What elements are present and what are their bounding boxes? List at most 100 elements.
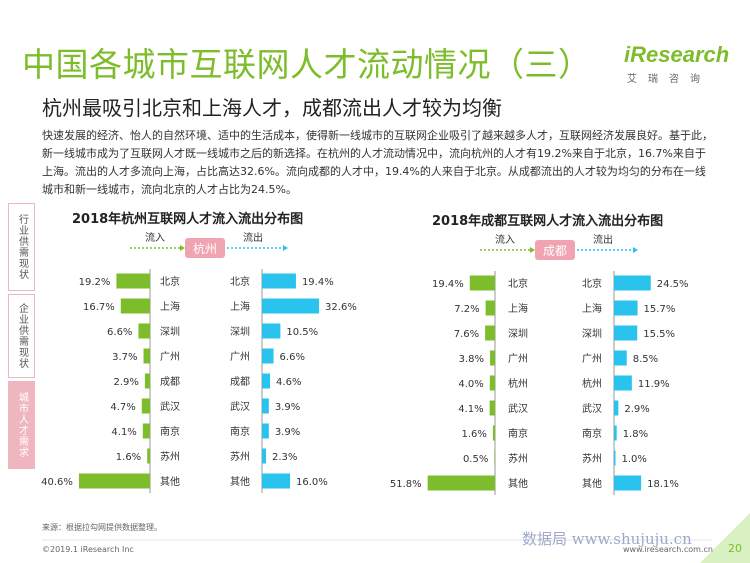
chengdu-inflow-bar <box>489 375 495 391</box>
chengdu-outflow-category: 北京 <box>582 277 602 290</box>
hangzhou-inflow-category: 深圳 <box>160 326 180 338</box>
source-note: 来源：根据拉勾网提供数据整理。 <box>42 523 162 532</box>
chengdu-center-box <box>535 240 575 260</box>
hangzhou-outflow-bar <box>262 373 271 389</box>
chengdu-outflow-bar <box>614 400 619 416</box>
chengdu-outflow-value: 18.1% <box>647 479 679 490</box>
chengdu-inflow-bar <box>494 450 495 466</box>
website: www.iresearch.com.cn <box>623 545 713 554</box>
chengdu-outflow-bar <box>614 325 638 341</box>
hangzhou-inflow-value: 3.7% <box>112 352 137 363</box>
hangzhou-inflow-category: 广州 <box>160 351 180 363</box>
hangzhou-inflow-bar <box>120 298 150 314</box>
watermark: 数据局 www.shujuju.cn <box>522 530 692 548</box>
hangzhou-inflow-label: 流入 <box>145 231 165 244</box>
copyright: ©2019.1 iResearch Inc <box>42 545 134 554</box>
hangzhou-outflow-arrowhead <box>283 245 288 251</box>
hangzhou-inflow-value: 16.7% <box>83 302 115 313</box>
hangzhou-outflow-bar <box>262 273 296 289</box>
hangzhou-outflow-category: 成都 <box>230 376 250 388</box>
hangzhou-inflow-category: 北京 <box>160 275 180 288</box>
chengdu-inflow-value: 7.2% <box>454 304 479 315</box>
chengdu-outflow-value: 11.9% <box>638 379 670 390</box>
hangzhou-inflow-category: 苏州 <box>160 450 180 463</box>
chengdu-outflow-bar <box>614 350 627 366</box>
chengdu-inflow-bar <box>427 475 495 491</box>
sidebar-item-city[interactable]: 城市人才需求 <box>8 381 35 469</box>
chengdu-outflow-category: 上海 <box>582 302 602 315</box>
hangzhou-outflow-value: 32.6% <box>325 302 357 313</box>
chengdu-inflow-category: 上海 <box>508 302 528 315</box>
chengdu-outflow-value: 1.8% <box>623 429 648 440</box>
hangzhou-outflow-category: 南京 <box>230 425 250 438</box>
page-number: 20 <box>728 542 742 555</box>
chengdu-outflow-value: 24.5% <box>657 279 689 290</box>
hangzhou-outflow-value: 10.5% <box>286 327 318 338</box>
hangzhou-center-label: 杭州 <box>193 241 217 256</box>
hangzhou-inflow-bar <box>143 348 150 364</box>
chengdu-inflow-bar <box>485 325 495 341</box>
sidebar-item-enterprise[interactable]: 企业供需现状 <box>8 294 35 378</box>
chengdu-inflow-value: 51.8% <box>390 479 422 490</box>
hangzhou-outflow-category: 深圳 <box>230 326 250 338</box>
hangzhou-center-box <box>185 238 225 258</box>
hangzhou-outflow-value: 16.0% <box>296 477 328 488</box>
hangzhou-outflow-bar <box>262 473 290 489</box>
chengdu-inflow-value: 0.5% <box>463 454 488 465</box>
chengdu-outflow-bar <box>614 275 651 291</box>
chengdu-inflow-category: 武汉 <box>508 402 528 415</box>
hangzhou-outflow-category: 上海 <box>230 300 250 313</box>
hangzhou-inflow-value: 40.6% <box>41 477 73 488</box>
chengdu-inflow-bar <box>490 350 495 366</box>
sidebar-item-industry[interactable]: 行业供需现状 <box>8 203 35 291</box>
chengdu-inflow-category: 苏州 <box>508 452 528 465</box>
hangzhou-outflow-value: 3.9% <box>275 402 300 413</box>
chengdu-outflow-category: 广州 <box>582 353 602 365</box>
hangzhou-inflow-bar <box>138 323 150 339</box>
hangzhou-outflow-bar <box>262 398 269 414</box>
hangzhou-outflow-category: 苏州 <box>230 450 250 463</box>
hangzhou-inflow-value: 2.9% <box>114 377 139 388</box>
hangzhou-inflow-category: 其他 <box>160 475 180 488</box>
chengdu-outflow-value: 2.9% <box>624 404 649 415</box>
hangzhou-outflow-bar <box>262 348 274 364</box>
hangzhou-outflow-category: 其他 <box>230 475 250 488</box>
chengdu-inflow-category: 广州 <box>508 353 528 365</box>
hangzhou-inflow-value: 4.1% <box>111 427 136 438</box>
chengdu-outflow-bar <box>614 375 632 391</box>
chengdu-outflow-category: 杭州 <box>582 377 602 390</box>
chengdu-inflow-category: 北京 <box>508 277 528 290</box>
hangzhou-inflow-value: 19.2% <box>79 277 111 288</box>
hangzhou-outflow-bar <box>262 423 269 439</box>
chengdu-outflow-bar <box>614 475 642 491</box>
chengdu-outflow-category: 苏州 <box>582 452 602 465</box>
hangzhou-outflow-bar <box>262 298 320 314</box>
sidebar-nav: 行业供需现状 企业供需现状 城市人才需求 <box>8 203 35 472</box>
chart-title-chengdu: 2018年成都互联网人才流入流出分布图 <box>432 214 664 229</box>
hangzhou-inflow-value: 4.7% <box>110 402 135 413</box>
hangzhou-outflow-category: 武汉 <box>230 400 250 413</box>
chengdu-inflow-bar <box>492 425 495 441</box>
hangzhou-inflow-category: 南京 <box>160 425 180 438</box>
logo-cn: 艾瑞咨询 <box>627 74 711 85</box>
chengdu-outflow-value: 15.7% <box>644 304 676 315</box>
hangzhou-inflow-category: 成都 <box>160 376 180 388</box>
chengdu-inflow-bar <box>469 275 495 291</box>
hangzhou-outflow-bar <box>262 448 267 464</box>
chengdu-outflow-category: 其他 <box>582 477 602 490</box>
hangzhou-inflow-bar <box>147 448 150 464</box>
chengdu-inflow-bar <box>489 400 495 416</box>
hangzhou-inflow-bar <box>116 273 150 289</box>
hangzhou-outflow-category: 北京 <box>230 275 250 288</box>
hangzhou-outflow-value: 19.4% <box>302 277 334 288</box>
chengdu-outflow-category: 深圳 <box>582 328 602 340</box>
hangzhou-inflow-arrowhead <box>180 245 185 251</box>
chengdu-outflow-label: 流出 <box>593 233 613 246</box>
chengdu-outflow-bar <box>614 300 638 316</box>
hangzhou-outflow-value: 6.6% <box>280 352 305 363</box>
hangzhou-inflow-category: 上海 <box>160 300 180 313</box>
hangzhou-inflow-value: 6.6% <box>107 327 132 338</box>
logo-brand: iResearch <box>624 42 730 67</box>
hangzhou-inflow-bar <box>141 398 150 414</box>
